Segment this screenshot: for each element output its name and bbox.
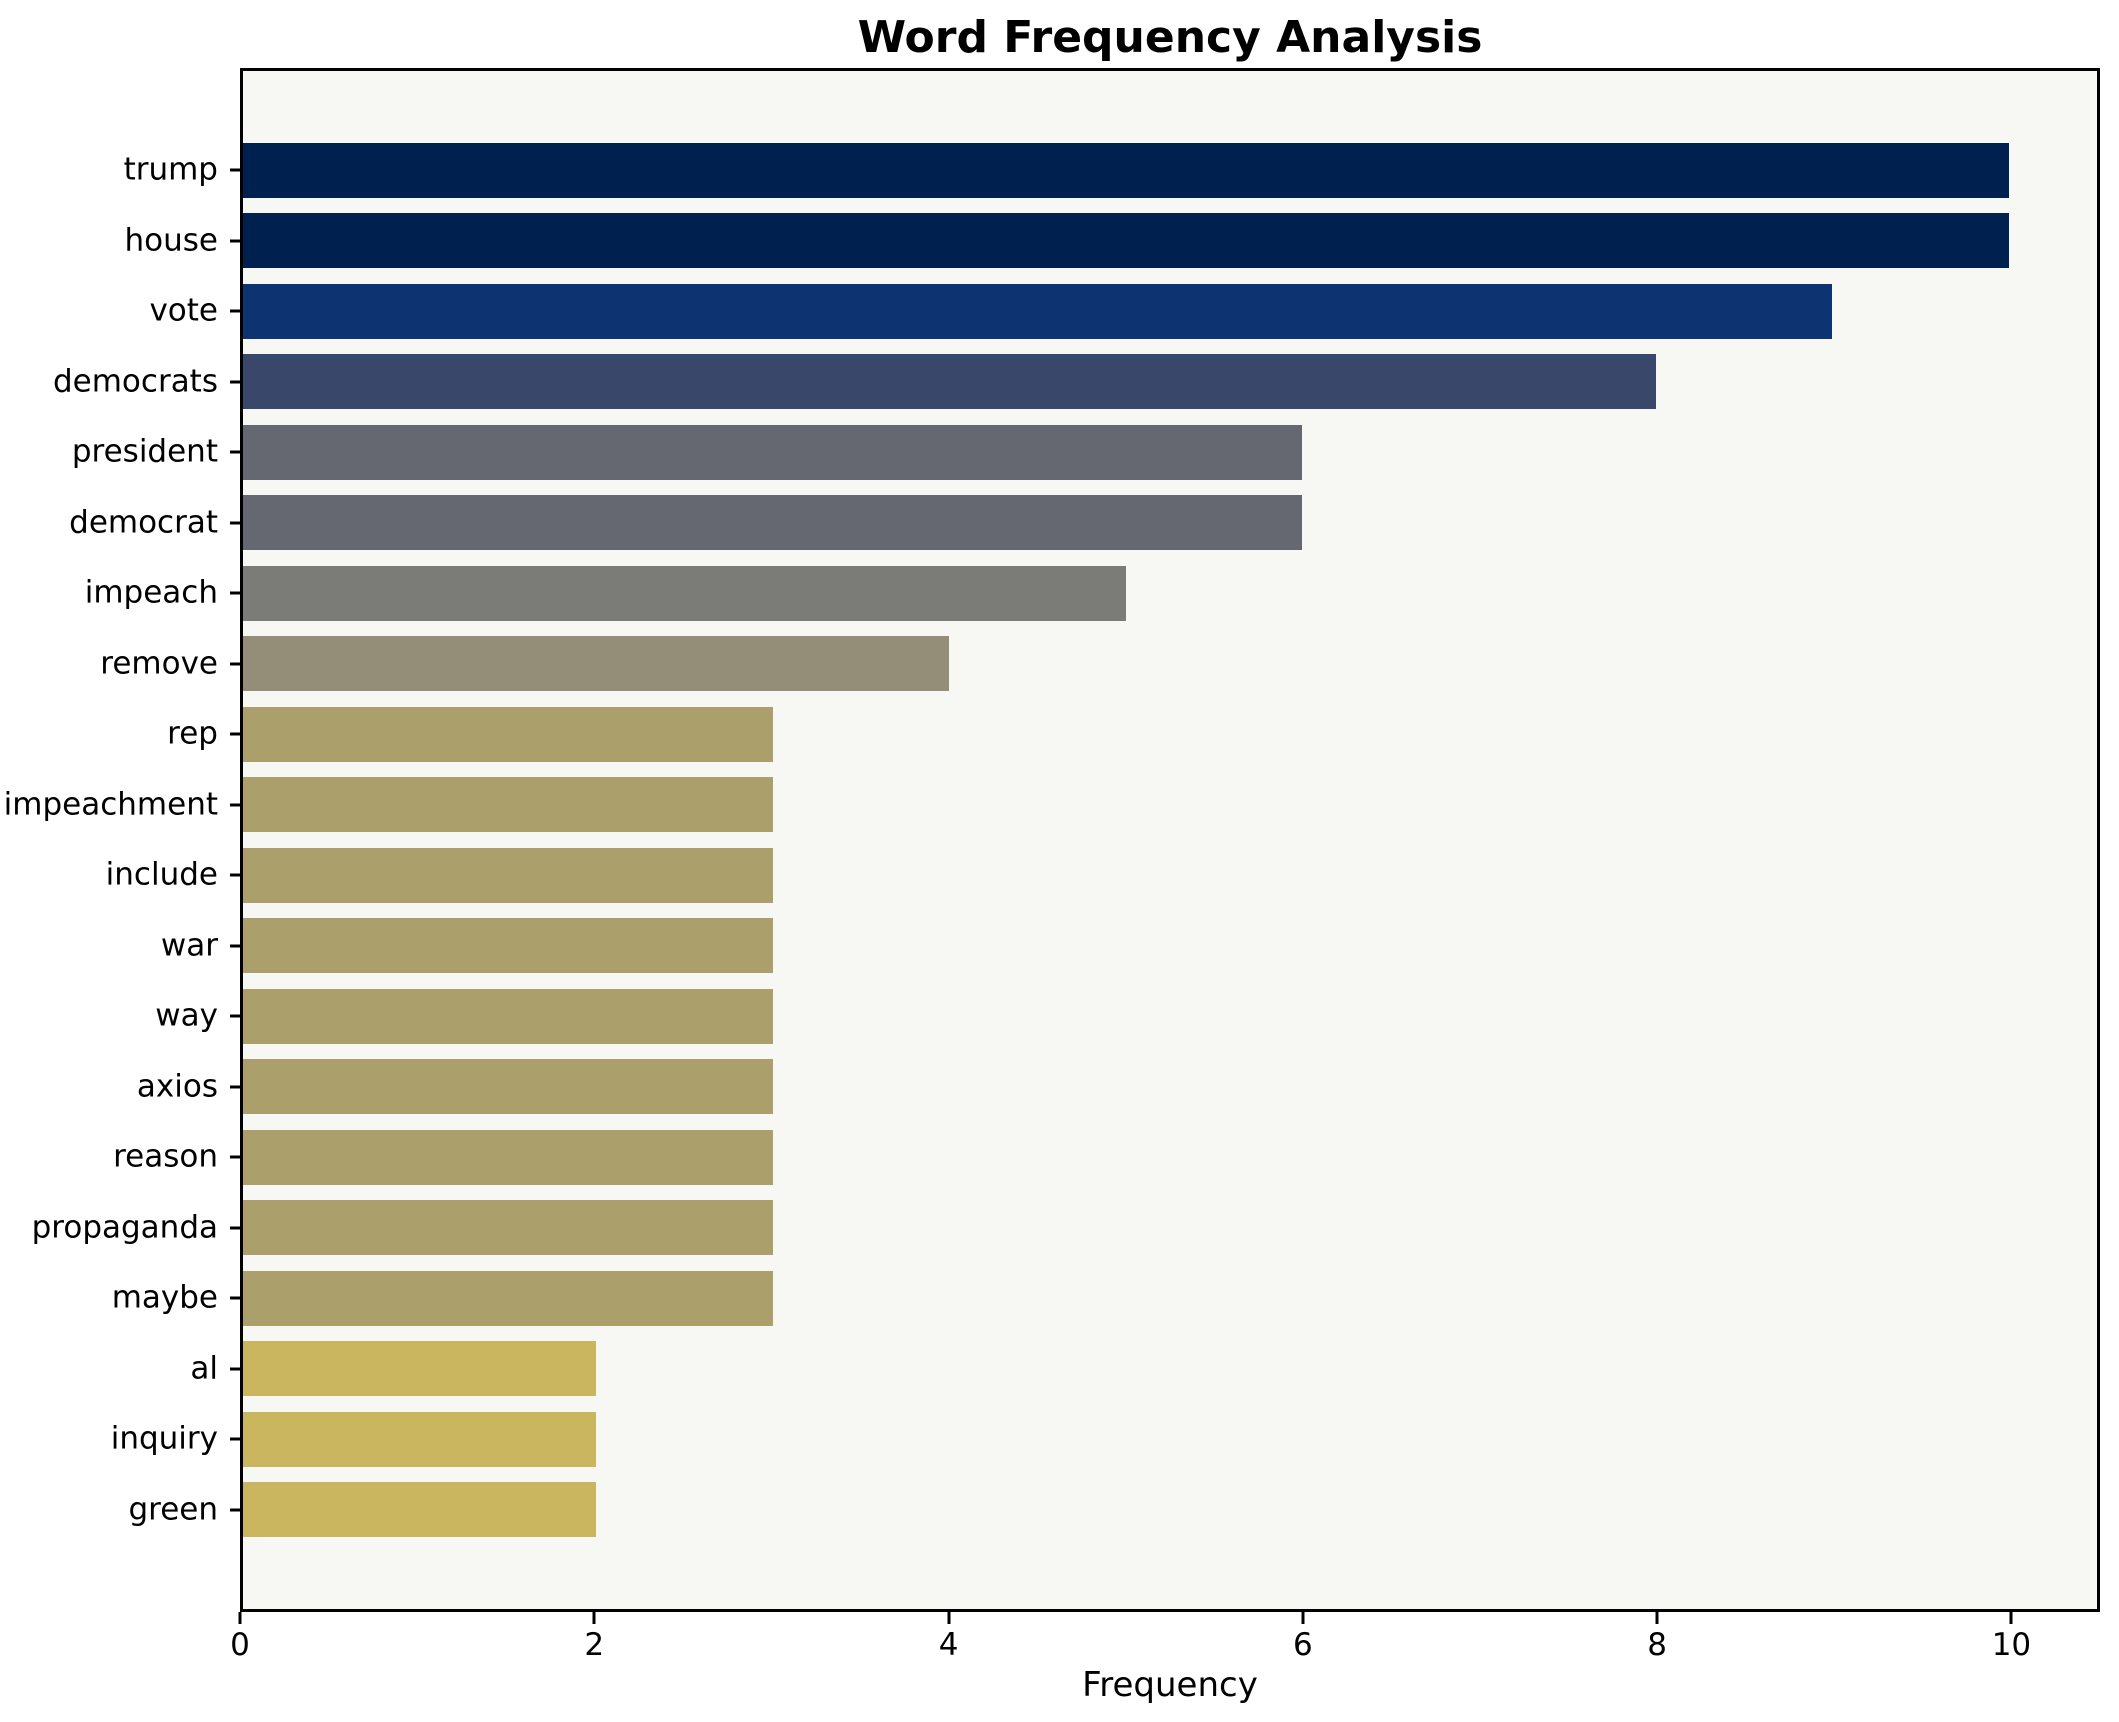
y-tick-label: reason bbox=[113, 1138, 218, 1175]
x-axis-ticks: 0 2 4 6 8 10 bbox=[230, 1612, 2100, 1672]
y-tick-label: remove bbox=[100, 645, 218, 682]
bar-row: include bbox=[106, 840, 2097, 911]
x-tick-mark bbox=[238, 1612, 242, 1624]
bar-row: remove bbox=[100, 629, 2097, 700]
x-tick-mark bbox=[1301, 1612, 1305, 1624]
y-tick-label: al bbox=[190, 1350, 218, 1387]
x-axis-label: Frequency bbox=[1082, 1665, 1258, 1705]
bar-maybe bbox=[243, 1270, 773, 1326]
y-tick-label: way bbox=[155, 997, 218, 1034]
y-tick-label: democrats bbox=[52, 363, 218, 400]
bar-row: president bbox=[72, 417, 2097, 488]
bar-row: al bbox=[190, 1334, 2097, 1405]
x-tick-label: 2 bbox=[584, 1627, 605, 1663]
y-tick-label: impeachment bbox=[3, 786, 218, 823]
y-tick-mark bbox=[230, 1155, 243, 1159]
x-tick-mark bbox=[592, 1612, 596, 1624]
bar-row: inquiry bbox=[111, 1404, 2097, 1475]
y-tick-mark bbox=[230, 1508, 243, 1512]
bar-house bbox=[243, 213, 2009, 269]
bar-row: democrat bbox=[69, 488, 2097, 559]
y-tick-mark bbox=[230, 662, 243, 666]
bar-row: propaganda bbox=[32, 1193, 2097, 1264]
y-tick-mark bbox=[230, 309, 243, 313]
y-tick-mark bbox=[230, 380, 243, 384]
x-tick-label: 10 bbox=[1991, 1627, 2032, 1663]
bar-remove bbox=[243, 636, 950, 692]
x-tick-label: 8 bbox=[1647, 1627, 1668, 1663]
bar-reason bbox=[243, 1129, 773, 1185]
x-tick-label: 0 bbox=[230, 1627, 250, 1663]
y-tick-mark bbox=[230, 1014, 243, 1018]
bar-rows-container: trump house vote democrats president democrat… bbox=[4, 135, 2097, 1546]
bar-row: impeachment bbox=[4, 770, 2097, 841]
chart-title: Word Frequency Analysis bbox=[857, 12, 1483, 63]
y-tick-mark bbox=[230, 732, 243, 736]
bar-row: vote bbox=[149, 276, 2097, 347]
bar-impeach bbox=[243, 565, 1126, 621]
bar-row: impeach bbox=[85, 558, 2097, 629]
y-tick-mark bbox=[230, 239, 243, 243]
bar-way bbox=[243, 988, 773, 1044]
y-tick-label: inquiry bbox=[110, 1420, 218, 1457]
y-tick-label: house bbox=[124, 222, 218, 259]
bar-trump bbox=[243, 142, 2009, 198]
x-tick-label: 6 bbox=[1292, 1627, 1313, 1663]
y-tick-label: axios bbox=[136, 1068, 218, 1105]
y-tick-label: president bbox=[71, 433, 218, 470]
y-tick-mark bbox=[230, 803, 243, 807]
bar-impeachment bbox=[243, 777, 773, 833]
bar-row: house bbox=[125, 206, 2097, 277]
y-tick-mark bbox=[230, 1085, 243, 1089]
y-tick-label: vote bbox=[149, 292, 218, 329]
y-tick-label: democrat bbox=[69, 504, 218, 541]
x-tick-mark bbox=[947, 1612, 951, 1624]
y-tick-mark bbox=[230, 1296, 243, 1300]
x-tick-label: 4 bbox=[938, 1627, 959, 1663]
bar-row: reason bbox=[113, 1122, 2097, 1193]
bar-row: maybe bbox=[112, 1263, 2097, 1334]
x-tick-mark bbox=[1655, 1612, 1659, 1624]
y-tick-mark bbox=[230, 591, 243, 595]
y-tick-label: green bbox=[128, 1491, 218, 1528]
y-tick-label: include bbox=[105, 856, 218, 893]
x-tick-mark bbox=[2009, 1612, 2013, 1624]
bar-row: rep bbox=[167, 699, 2097, 770]
y-tick-mark bbox=[230, 521, 243, 525]
bar-rep bbox=[243, 706, 773, 762]
y-tick-label: impeach bbox=[84, 574, 218, 611]
y-tick-label: trump bbox=[123, 151, 218, 188]
bar-president bbox=[243, 424, 1303, 480]
bar-row: axios bbox=[137, 1052, 2097, 1123]
bar-democrat bbox=[243, 495, 1303, 551]
y-tick-mark bbox=[230, 450, 243, 454]
bar-war bbox=[243, 918, 773, 974]
bar-row: democrats bbox=[53, 347, 2097, 418]
bar-al bbox=[243, 1341, 597, 1397]
bar-propaganda bbox=[243, 1200, 773, 1256]
bar-row: trump bbox=[124, 135, 2097, 206]
bar-include bbox=[243, 847, 773, 903]
y-tick-label: propaganda bbox=[31, 1209, 218, 1246]
bar-democrats bbox=[243, 354, 1656, 410]
bar-row: way bbox=[155, 981, 2097, 1052]
y-tick-mark bbox=[230, 1226, 243, 1230]
y-tick-mark bbox=[230, 873, 243, 877]
bar-row: war bbox=[161, 911, 2097, 982]
bar-axios bbox=[243, 1059, 773, 1115]
bar-vote bbox=[243, 283, 1833, 339]
y-tick-label: rep bbox=[167, 715, 218, 752]
y-tick-label: maybe bbox=[111, 1279, 218, 1316]
y-tick-mark bbox=[230, 944, 243, 948]
bar-inquiry bbox=[243, 1411, 597, 1467]
y-tick-mark bbox=[230, 168, 243, 172]
plot-area: trump house vote democrats president democrat… bbox=[4, 68, 2100, 1612]
bar-green bbox=[243, 1482, 597, 1538]
y-tick-mark bbox=[230, 1437, 243, 1441]
y-tick-mark bbox=[230, 1367, 243, 1371]
y-tick-label: war bbox=[160, 927, 218, 964]
bar-row: green bbox=[128, 1475, 2097, 1546]
